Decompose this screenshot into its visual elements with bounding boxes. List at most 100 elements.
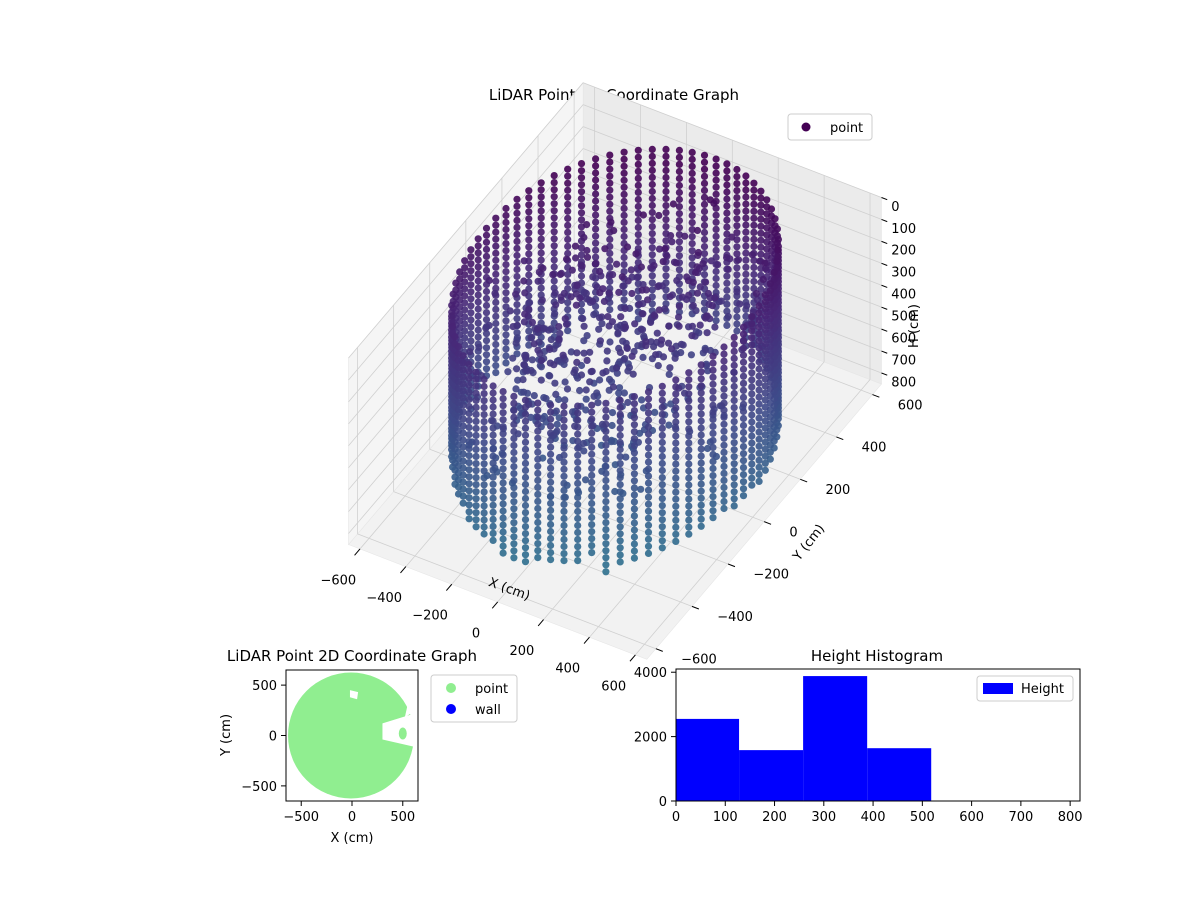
point-3d (748, 327, 756, 335)
point-3d (525, 271, 533, 279)
point-3d (525, 194, 533, 202)
point-3d (547, 457, 555, 465)
point-3d (733, 165, 741, 174)
point-3d (723, 254, 731, 262)
point-3d (644, 479, 653, 487)
point-3d (630, 498, 639, 506)
x-tick-label-3d: 200 (510, 644, 535, 659)
point-3d (482, 294, 491, 303)
point-3d (513, 350, 521, 358)
point-3d (459, 366, 467, 374)
point-3d (739, 323, 748, 331)
point-3d (550, 179, 558, 187)
point-3d (742, 235, 750, 243)
point-3d (459, 352, 467, 360)
point-3d (602, 561, 610, 569)
point-3d (537, 228, 545, 236)
point-3d (513, 365, 521, 373)
point-3d (644, 388, 653, 396)
point-3d (684, 277, 693, 285)
point-3d (550, 221, 558, 229)
point-3d (648, 300, 656, 308)
point-3d (525, 250, 533, 258)
point-3d (521, 508, 530, 517)
point-3d (520, 388, 528, 396)
point-3d (755, 421, 763, 429)
point-3d (489, 417, 497, 425)
point-3d (472, 523, 480, 531)
point-3d (720, 497, 728, 506)
point-3d (733, 250, 741, 258)
point-3d (492, 256, 500, 264)
point-3d (513, 301, 521, 309)
point-3d (720, 504, 728, 513)
point-3d (459, 408, 467, 416)
x-tick-3d (537, 619, 544, 627)
point-3d (720, 490, 728, 499)
point-3d (750, 242, 758, 250)
point-3d (489, 403, 497, 411)
point-3d (672, 530, 680, 538)
point-3d (755, 337, 763, 345)
point-3d (617, 313, 625, 321)
point-3d (712, 162, 720, 170)
point-3d (700, 306, 709, 314)
point-3d (672, 509, 680, 517)
point-3d (538, 296, 546, 304)
point-3d (648, 208, 656, 217)
point-3d (577, 307, 586, 315)
point-3d (594, 399, 602, 407)
point-3d (590, 392, 598, 400)
point-3d (467, 288, 475, 296)
point-3d (706, 196, 714, 204)
point-3d (637, 485, 645, 493)
point-3d (459, 415, 467, 423)
point-3d (662, 216, 670, 224)
point-3d (459, 429, 467, 437)
point-3d (730, 467, 738, 475)
point-3d (551, 379, 559, 387)
point-3d (520, 277, 528, 285)
point-3d (709, 514, 717, 522)
point-3d (502, 218, 510, 227)
point-3d (630, 393, 639, 401)
point-3d (521, 544, 530, 552)
point-3d (459, 464, 467, 472)
point-3d (611, 487, 619, 496)
point-3d (465, 381, 473, 389)
point-3d (639, 310, 647, 318)
x-tick-label-3d: 400 (555, 662, 580, 677)
point-3d (465, 431, 473, 439)
point-3d (602, 434, 610, 442)
point-3d (685, 446, 693, 454)
point-3d (564, 200, 572, 208)
point-3d (467, 330, 475, 338)
point-3d (467, 309, 475, 317)
point-3d (773, 257, 781, 265)
point-3d (502, 352, 510, 360)
point-3d (730, 368, 738, 377)
point-3d (537, 256, 545, 264)
point-3d (672, 467, 680, 475)
point-3d (720, 357, 728, 365)
point-3d (688, 211, 696, 220)
point-3d (474, 256, 482, 264)
point-3d (664, 339, 673, 347)
point-3d (596, 376, 604, 384)
point-3d (550, 228, 558, 236)
point-3d (634, 167, 642, 175)
point-3d (547, 541, 555, 550)
point-3d (459, 499, 467, 507)
legend-marker-height (983, 683, 1013, 694)
point-3d (639, 211, 648, 219)
gridline-z (583, 82, 882, 198)
point-3d (588, 436, 596, 444)
point-3d (700, 250, 709, 258)
point-3d (560, 423, 568, 431)
point-3d (588, 513, 596, 522)
point-3d (757, 208, 765, 216)
point-3d (499, 493, 507, 501)
point-3d (697, 431, 705, 439)
point-3d (761, 368, 769, 376)
point-3d (675, 153, 684, 161)
